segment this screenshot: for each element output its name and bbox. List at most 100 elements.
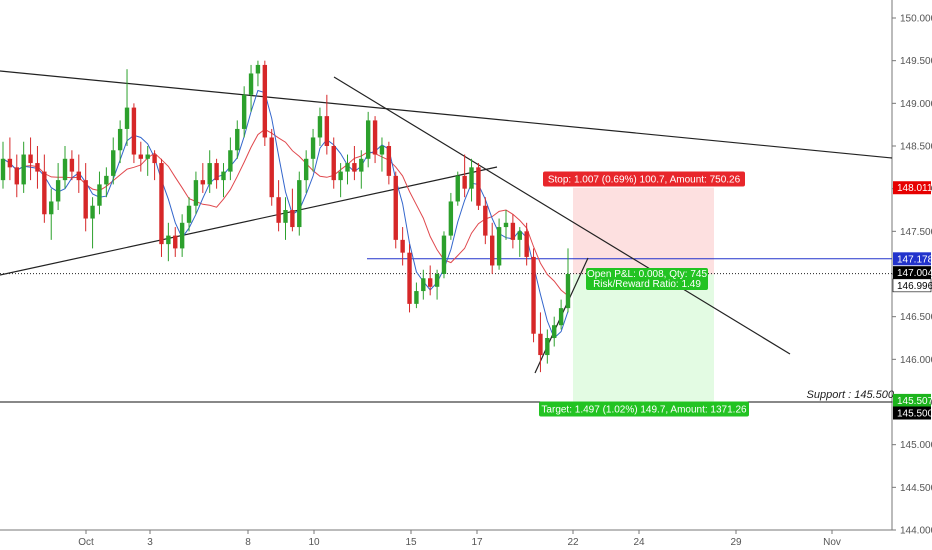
candle-body: [455, 175, 460, 202]
position-info-label: Open P&L: 0.008, Qty: 745 Risk/Reward Ra…: [586, 268, 708, 290]
moving-average-slow: [2, 128, 569, 297]
take-profit-zone: [573, 274, 714, 402]
price-tick-label: 144.500: [900, 483, 932, 494]
time-tick-label: 17: [471, 537, 483, 548]
candle-body: [441, 235, 447, 274]
price-tag-background: [893, 252, 931, 266]
price-tag-label: 147.004: [897, 268, 932, 279]
price-tick-label: 144.000: [900, 526, 932, 537]
price-tag-background: [892, 278, 932, 293]
candle-body: [372, 120, 378, 155]
price-tick-label: 147.500: [900, 227, 932, 238]
candle-body: [400, 239, 405, 253]
candle-body: [166, 235, 171, 245]
price-tag-background: [893, 393, 931, 407]
candle-body: [97, 184, 102, 206]
candle-body: [7, 158, 13, 168]
stop-loss-zone: [573, 187, 714, 275]
candle-body: [62, 158, 68, 181]
price-tag-label: 147.178: [897, 254, 932, 265]
price-tick-label: 145.000: [900, 440, 932, 451]
candle-body: [207, 163, 212, 185]
time-tick-label: 22: [567, 537, 579, 548]
candle-body: [117, 128, 123, 151]
price-tag-label: 145.507: [897, 396, 932, 407]
candle-body: [448, 201, 454, 236]
time-tick-label: 15: [405, 537, 417, 548]
candle-body: [393, 175, 398, 240]
price-tick-label: 146.500: [900, 312, 932, 323]
candle-body: [145, 154, 150, 159]
candle-body: [524, 231, 529, 257]
open-pnl-text: Open P&L: 0.008, Qty: 745: [587, 269, 708, 280]
time-tick-label: 29: [730, 537, 742, 548]
candle-body: [179, 222, 185, 249]
candle-body: [152, 154, 157, 164]
position-info-background: [586, 268, 708, 290]
candle-body: [331, 146, 336, 181]
candle-body: [90, 205, 95, 219]
candle-body: [186, 205, 192, 223]
candle-body: [503, 222, 509, 228]
price-tag-label: 148.011: [897, 183, 932, 194]
candle-body: [565, 274, 571, 309]
trendline-upper: [0, 70, 893, 159]
candle-body: [297, 180, 302, 228]
time-tick-label: Oct: [78, 537, 94, 548]
stop-label-text: Stop: 1.007 (0.69%) 100.7, Amount: 750.2…: [548, 175, 741, 186]
price-tick-label: 149.000: [900, 99, 932, 110]
candle-body: [317, 116, 323, 138]
candle-body: [83, 180, 88, 219]
price-tag-background: [893, 266, 931, 280]
candle-body: [255, 64, 261, 74]
candle-body: [427, 278, 433, 287]
candle-body: [159, 163, 164, 245]
candle-body: [365, 120, 371, 159]
candle-body: [469, 167, 474, 189]
candle-body: [490, 235, 495, 266]
candle-body: [407, 252, 412, 304]
candle-body: [462, 175, 467, 189]
candle-body: [496, 227, 502, 266]
candle-body: [55, 180, 61, 202]
candle-body: [131, 107, 137, 155]
candle-body: [248, 73, 254, 95]
risk-reward-text: Risk/Reward Ratio: 1.49: [593, 279, 701, 290]
candle-body: [517, 231, 522, 240]
trendline-descending: [333, 76, 791, 355]
candle-body: [476, 167, 481, 206]
candle-body: [104, 175, 109, 185]
candle-body: [379, 146, 385, 155]
price-tags: 148.011 147.178 147.004 146.996 145.507 145.5…: [892, 181, 932, 420]
price-tag-label: 146.996: [897, 281, 932, 292]
candle-body: [138, 154, 144, 159]
target-label-background: [539, 401, 749, 417]
candle-body: [434, 274, 440, 287]
target-label-text: Target: 1.497 (1.02%) 149.7, Amount: 137…: [541, 405, 747, 416]
price-tag-background: [893, 181, 931, 195]
candle-body: [303, 158, 309, 181]
candle-body: [241, 94, 247, 129]
candle-body: [290, 210, 295, 228]
candle-body: [359, 158, 364, 172]
candle-body: [324, 116, 330, 146]
candle-body: [483, 205, 488, 236]
candle-body: [221, 171, 226, 181]
candle-body: [558, 308, 564, 326]
candle-body: [235, 128, 240, 151]
time-tick-label: 24: [633, 537, 645, 548]
stop-label: Stop: 1.007 (0.69%) 100.7, Amount: 750.2…: [543, 171, 745, 187]
candles: [0, 60, 571, 373]
candle-body: [14, 167, 19, 185]
candle-body: [21, 154, 26, 185]
candle-body: [193, 180, 199, 206]
candle-body: [310, 137, 316, 159]
price-tag-background: [893, 406, 931, 420]
price-tick-label: 150.000: [900, 14, 932, 25]
candle-body: [345, 163, 350, 172]
candle-body: [35, 163, 40, 172]
time-tick-label: 3: [147, 537, 153, 548]
candle-body: [76, 171, 81, 181]
candle-body: [352, 163, 357, 172]
